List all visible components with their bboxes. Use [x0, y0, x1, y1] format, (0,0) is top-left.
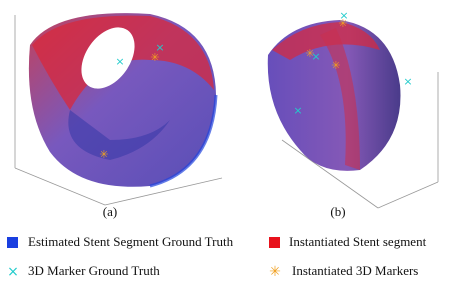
- panel-label: (b): [330, 204, 345, 219]
- legend-swatch: [269, 237, 280, 248]
- panel-a-stent: [28, 13, 218, 188]
- svg-text:×: ×: [339, 9, 348, 22]
- panel-label: (a): [103, 204, 117, 219]
- panel-b-stent: [267, 20, 401, 171]
- legend-label: Instantiated Stent segment: [289, 234, 427, 249]
- legend-label: Instantiated 3D Markers: [292, 263, 418, 278]
- legend-marker: ×: [7, 264, 19, 280]
- svg-text:✳: ✳: [305, 47, 314, 60]
- svg-text:✳: ✳: [338, 17, 347, 30]
- svg-text:✳: ✳: [150, 51, 159, 64]
- svg-text:×: ×: [311, 50, 320, 63]
- legend-label: 3D Marker Ground Truth: [28, 263, 160, 278]
- panel-b-markers: × ✳ ✳ × ✳ × ×: [293, 9, 412, 117]
- legend-label: Estimated Stent Segment Ground Truth: [28, 234, 234, 249]
- svg-text:×: ×: [403, 75, 412, 88]
- legend-marker: ✳: [269, 264, 281, 280]
- panel-a-markers: × ✳ × ✳: [99, 41, 164, 161]
- panel-a-axes: [14, 15, 223, 206]
- panel-b-axes: [281, 72, 439, 209]
- svg-text:×: ×: [115, 55, 124, 68]
- svg-text:✳: ✳: [331, 59, 340, 72]
- svg-text:×: ×: [155, 41, 164, 54]
- svg-text:✳: ✳: [99, 148, 108, 161]
- legend-swatch: [7, 237, 18, 248]
- svg-text:×: ×: [293, 104, 302, 117]
